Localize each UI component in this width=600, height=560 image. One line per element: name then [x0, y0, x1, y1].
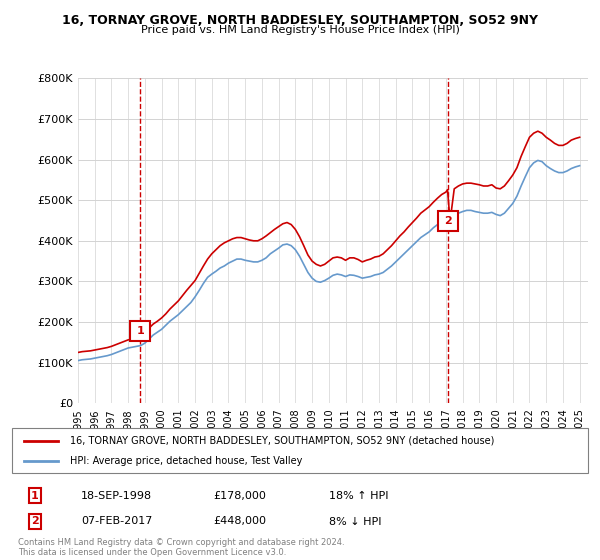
Text: 18-SEP-1998: 18-SEP-1998	[81, 491, 152, 501]
Text: 07-FEB-2017: 07-FEB-2017	[81, 516, 152, 526]
Text: £448,000: £448,000	[214, 516, 266, 526]
Text: 8% ↓ HPI: 8% ↓ HPI	[329, 516, 382, 526]
Text: 1: 1	[136, 326, 144, 336]
Text: 2: 2	[31, 516, 39, 526]
Text: 2: 2	[443, 216, 451, 226]
Text: 18% ↑ HPI: 18% ↑ HPI	[329, 491, 388, 501]
Text: 16, TORNAY GROVE, NORTH BADDESLEY, SOUTHAMPTON, SO52 9NY: 16, TORNAY GROVE, NORTH BADDESLEY, SOUTH…	[62, 14, 538, 27]
Text: 16, TORNAY GROVE, NORTH BADDESLEY, SOUTHAMPTON, SO52 9NY (detached house): 16, TORNAY GROVE, NORTH BADDESLEY, SOUTH…	[70, 436, 494, 446]
Text: £178,000: £178,000	[214, 491, 266, 501]
Text: Contains HM Land Registry data © Crown copyright and database right 2024.
This d: Contains HM Land Registry data © Crown c…	[18, 538, 344, 557]
Text: 1: 1	[31, 491, 39, 501]
FancyBboxPatch shape	[12, 428, 588, 473]
Text: Price paid vs. HM Land Registry's House Price Index (HPI): Price paid vs. HM Land Registry's House …	[140, 25, 460, 35]
Text: HPI: Average price, detached house, Test Valley: HPI: Average price, detached house, Test…	[70, 456, 302, 466]
